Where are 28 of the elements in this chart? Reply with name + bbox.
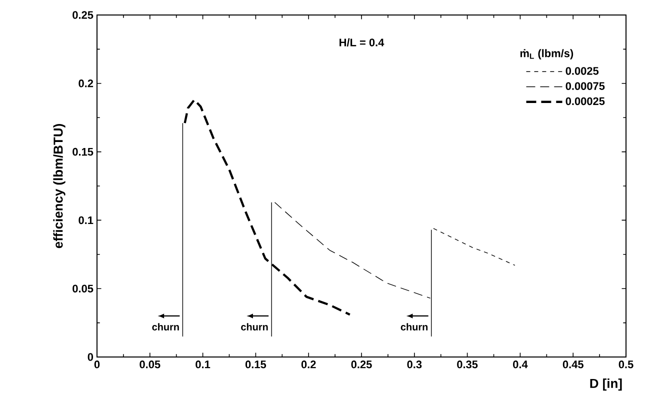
y-tick-label: 0 — [88, 353, 94, 361]
x-tick-label: 0.2 — [301, 360, 316, 368]
legend-label: 0.00075 — [566, 82, 605, 90]
annotation: churn — [400, 323, 428, 330]
y-tick-label: 0.05 — [72, 284, 94, 292]
legend-label: 0.0025 — [566, 67, 599, 75]
legend-label: 0.00025 — [566, 97, 605, 106]
y-axis-title: efficiency (lbm/BTU) — [53, 124, 66, 248]
y-tick-label: 0.1 — [78, 216, 94, 224]
annotation: churn — [152, 323, 179, 330]
annotation: H/L = 0.4 — [340, 38, 384, 46]
annotation: churn — [241, 323, 268, 330]
x-tick-label: 0.3 — [407, 360, 422, 368]
x-tick-label: 0.15 — [245, 360, 266, 368]
x-tick-label: 0.45 — [562, 360, 584, 368]
x-tick-label: 0.1 — [196, 360, 210, 368]
x-axis-title: D [in] — [590, 378, 622, 391]
x-tick-label: 0.05 — [140, 360, 160, 368]
x-tick-label: 0.5 — [618, 360, 634, 368]
y-tick-label: 0.25 — [72, 11, 94, 19]
x-tick-label: 0.4 — [513, 360, 528, 368]
x-tick-label: 0.35 — [457, 360, 478, 368]
y-tick-label: 0.15 — [72, 148, 94, 156]
line-series — [433, 228, 516, 266]
legend-title: ṁ$_{L}$ (lbm/s) — [520, 49, 574, 60]
y-tick-label: 0.2 — [78, 80, 94, 88]
x-tick-label: 0.25 — [351, 360, 372, 368]
x-tick-label: 0 — [94, 360, 100, 368]
